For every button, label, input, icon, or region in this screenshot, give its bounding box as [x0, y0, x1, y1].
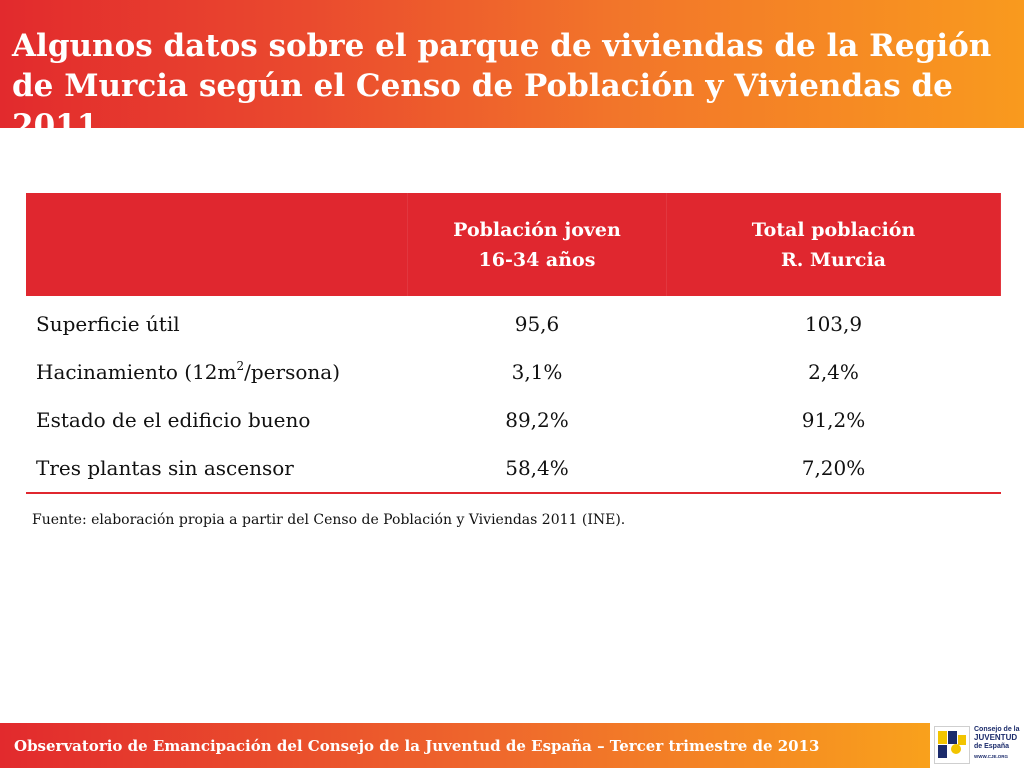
footer-text: Observatorio de Emancipación del Consejo… [14, 737, 820, 755]
cell-total: 91,2% [801, 408, 866, 432]
data-table-container: Población joven 16-34 años Total poblaci… [26, 193, 1001, 494]
cell-total: 7,20% [666, 444, 1001, 494]
header-poblacion-joven: Población joven 16-34 años [407, 193, 667, 296]
row-label: Estado de el edificio bueno [36, 408, 311, 432]
cell-total: 2,4% [808, 360, 859, 384]
table-row: Superficie útil 95,6 103,9 [26, 296, 1001, 348]
header-poblacion-joven-line2: 16-34 años [478, 248, 596, 271]
table-row: Hacinamiento (12m2/persona) 3,1% 2,4% [26, 348, 1001, 396]
header-total-poblacion-line1: Total población [751, 218, 916, 241]
cje-logo: Consejo de la JUVENTUD de España WWW.CJE… [930, 723, 1024, 768]
row-label-post: /persona) [244, 360, 340, 384]
logo-line1: Consejo de la [974, 726, 1020, 733]
table-row: Tres plantas sin ascensor 58,4% 7,20% [26, 444, 1001, 494]
row-label: Superficie útil [36, 312, 180, 336]
row-label-pre: Hacinamiento (12m [36, 360, 237, 384]
cje-logo-text: Consejo de la JUVENTUD de España WWW.CJE… [974, 726, 1020, 761]
header-total-poblacion: Total población R. Murcia [666, 193, 1001, 296]
logo-url: WWW.CJE.ORG [974, 754, 1008, 759]
cje-logo-mark-icon [934, 726, 970, 764]
table-header-row: Población joven 16-34 años Total poblaci… [26, 193, 1001, 296]
cell-total: 103,9 [804, 312, 863, 336]
logo-line2: JUVENTUD [974, 733, 1018, 742]
row-label: Tres plantas sin ascensor [26, 444, 408, 494]
cell-joven: 3,1% [511, 360, 563, 384]
cell-joven: 95,6 [514, 312, 560, 336]
cell-joven: 58,4% [407, 444, 667, 494]
header-empty-cell [26, 193, 408, 296]
data-table: Población joven 16-34 años Total poblaci… [26, 193, 1001, 494]
title-banner: Algunos datos sobre el parque de viviend… [0, 0, 1024, 144]
footer-bar: Observatorio de Emancipación del Consejo… [0, 723, 930, 768]
logo-line3: de España [974, 743, 1010, 750]
table-row: Estado de el edificio bueno 89,2% 91,2% [26, 396, 1001, 444]
page-title: Algunos datos sobre el parque de viviend… [12, 28, 992, 144]
row-label-superscript: 2 [236, 359, 245, 373]
cell-joven: 89,2% [505, 408, 569, 432]
source-note: Fuente: elaboración propia a partir del … [32, 512, 626, 528]
header-total-poblacion-line2: R. Murcia [781, 248, 886, 271]
header-poblacion-joven-line1: Población joven [453, 218, 621, 241]
row-label: Hacinamiento (12m2/persona) [26, 348, 408, 396]
